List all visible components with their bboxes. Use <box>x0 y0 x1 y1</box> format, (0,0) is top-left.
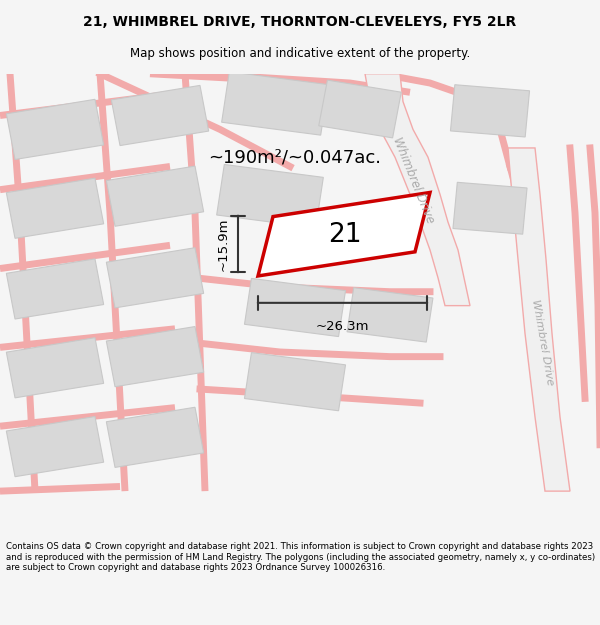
Polygon shape <box>221 72 328 135</box>
Polygon shape <box>106 166 203 226</box>
Polygon shape <box>7 259 104 319</box>
Text: ~26.3m: ~26.3m <box>316 319 369 332</box>
Text: Whimbrel Drive: Whimbrel Drive <box>530 299 556 386</box>
Polygon shape <box>7 338 104 398</box>
Text: Whimbrel Drive: Whimbrel Drive <box>390 136 436 226</box>
Polygon shape <box>7 178 104 238</box>
Polygon shape <box>258 192 430 276</box>
Polygon shape <box>365 74 470 306</box>
Text: 21, WHIMBREL DRIVE, THORNTON-CLEVELEYS, FY5 2LR: 21, WHIMBREL DRIVE, THORNTON-CLEVELEYS, … <box>83 14 517 29</box>
Polygon shape <box>347 288 433 342</box>
Text: ~190m²/~0.047ac.: ~190m²/~0.047ac. <box>209 148 382 166</box>
Polygon shape <box>453 182 527 234</box>
Text: 21: 21 <box>328 222 362 248</box>
Polygon shape <box>508 148 570 491</box>
Polygon shape <box>112 86 209 146</box>
Polygon shape <box>7 99 104 159</box>
Polygon shape <box>244 278 346 337</box>
Text: Map shows position and indicative extent of the property.: Map shows position and indicative extent… <box>130 48 470 61</box>
Polygon shape <box>106 326 203 387</box>
Polygon shape <box>106 408 203 468</box>
Polygon shape <box>217 164 323 228</box>
Text: Contains OS data © Crown copyright and database right 2021. This information is : Contains OS data © Crown copyright and d… <box>6 542 595 572</box>
Polygon shape <box>451 85 530 137</box>
Polygon shape <box>319 80 401 138</box>
Polygon shape <box>106 248 203 308</box>
Text: ~15.9m: ~15.9m <box>217 217 230 271</box>
Polygon shape <box>7 416 104 477</box>
Polygon shape <box>244 352 346 411</box>
